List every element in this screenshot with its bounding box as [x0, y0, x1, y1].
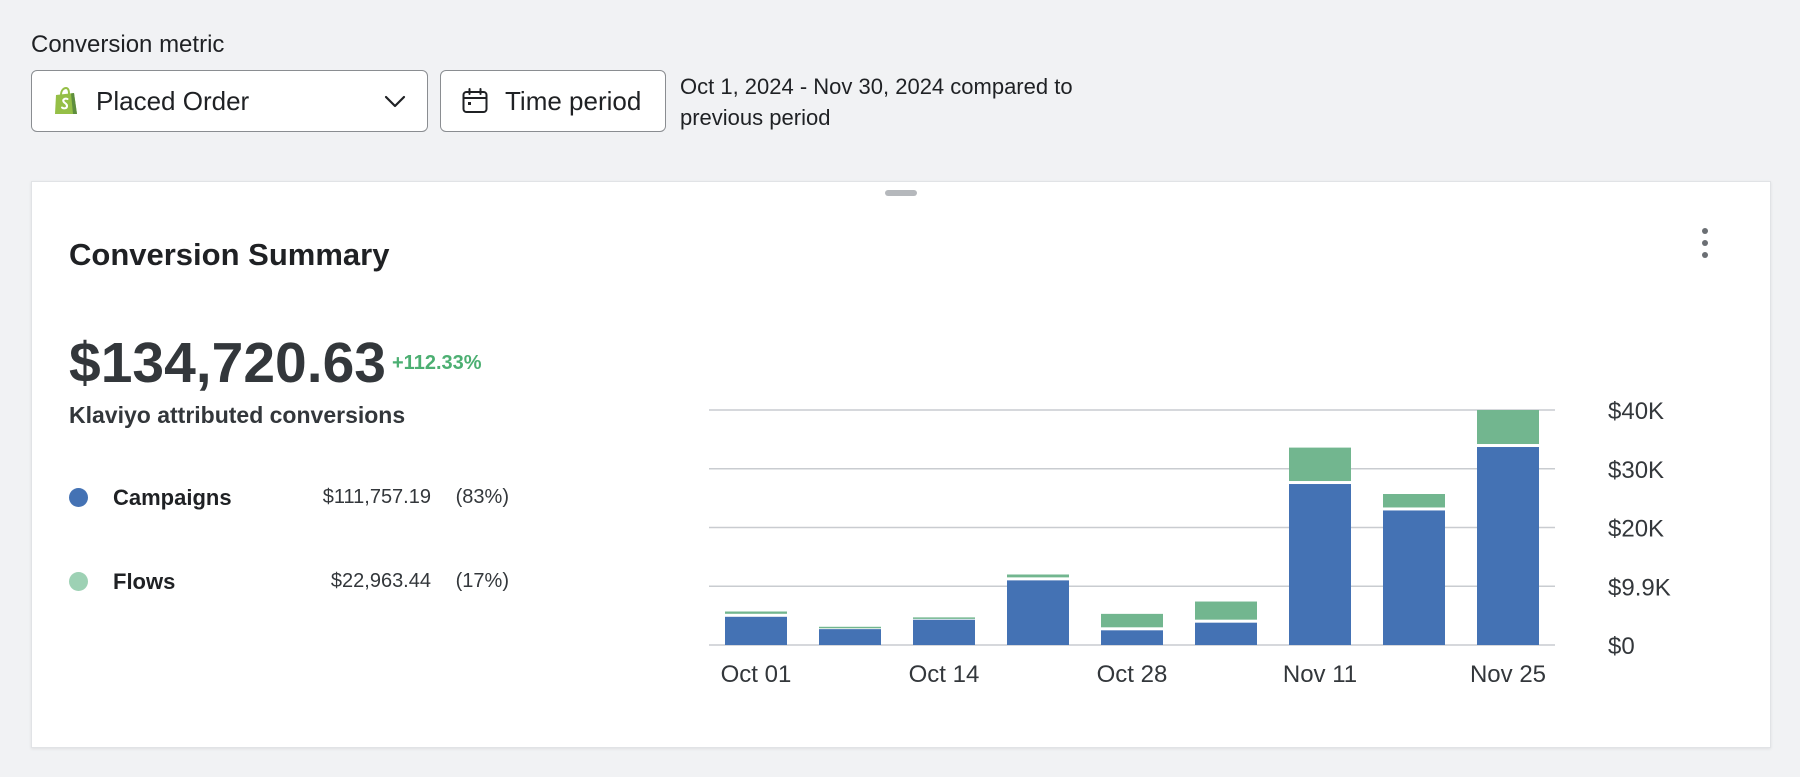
bar-campaigns[interactable] [1101, 630, 1163, 645]
legend-amount: $111,757.19 [322, 486, 431, 508]
shopify-bag-icon [55, 86, 77, 114]
conversion-bar-chart: $0 $9.9K $20K $30K $40K Oct 01 Oct 14 Oct 28 Nov… [709, 398, 1671, 688]
x-tick-label: Oct 01 [721, 661, 792, 688]
card-title: Conversion Summary [69, 237, 390, 272]
bar-flows[interactable] [1477, 410, 1539, 445]
chevron-down-icon [384, 95, 406, 108]
bar-campaigns[interactable] [913, 619, 975, 645]
bar-flows[interactable] [913, 617, 975, 619]
calendar-icon [462, 88, 488, 113]
flows-dot-icon [69, 572, 88, 591]
y-tick-label: $30K [1608, 457, 1664, 484]
y-tick-label: $20K [1608, 516, 1664, 543]
bar-flows[interactable] [1289, 447, 1351, 482]
bar-campaigns[interactable] [1383, 510, 1445, 645]
more-options-icon[interactable] [1700, 228, 1710, 258]
total-conversions-value: $134,720.63 [69, 331, 386, 395]
bar-flows[interactable] [1101, 613, 1163, 628]
bar-campaigns[interactable] [1477, 447, 1539, 645]
time-period-label: Time period [505, 85, 642, 116]
campaigns-dot-icon [69, 488, 88, 507]
x-tick-label: Nov 25 [1470, 661, 1546, 688]
legend-item-flows: Flows $22,963.44 (17%) [69, 567, 509, 597]
bar-campaigns[interactable] [1195, 622, 1257, 645]
legend-name: Campaigns [113, 485, 232, 510]
percent-change-badge: +112.33% [392, 352, 482, 374]
bar-flows[interactable] [1383, 494, 1445, 508]
conversion-summary-card: Conversion Summary $134,720.63 +112.33% … [31, 181, 1771, 748]
y-tick-label: $0 [1608, 633, 1635, 660]
x-tick-label: Oct 28 [1097, 661, 1168, 688]
time-period-button[interactable]: Time period [440, 70, 666, 132]
legend-item-campaigns: Campaigns $111,757.19 (83%) [69, 483, 509, 513]
bar-campaigns[interactable] [1289, 484, 1351, 645]
legend-percent: (17%) [455, 570, 509, 592]
conversion-metric-select[interactable]: Placed Order [31, 70, 428, 132]
y-tick-label: $9.9K [1608, 574, 1671, 601]
total-conversions-label: Klaviyo attributed conversions [69, 402, 406, 428]
y-tick-label: $40K [1608, 398, 1664, 425]
bar-campaigns[interactable] [725, 616, 787, 645]
legend-percent: (83%) [455, 486, 509, 508]
metric-select-value: Placed Order [96, 85, 250, 116]
conversion-metric-label: Conversion metric [31, 31, 225, 58]
bar-campaigns[interactable] [1007, 580, 1069, 645]
bar-flows[interactable] [819, 626, 881, 629]
date-range-text: Oct 1, 2024 - Nov 30, 2024 compared to p… [680, 74, 1073, 130]
legend-amount: $22,963.44 [330, 570, 431, 592]
bar-campaigns[interactable] [819, 629, 881, 645]
x-tick-label: Nov 11 [1283, 661, 1357, 688]
drag-handle[interactable] [885, 190, 917, 196]
bar-flows[interactable] [725, 611, 787, 614]
x-tick-label: Oct 14 [909, 661, 980, 688]
bar-flows[interactable] [1195, 601, 1257, 620]
legend-name: Flows [113, 569, 176, 594]
bar-flows[interactable] [1007, 574, 1069, 578]
